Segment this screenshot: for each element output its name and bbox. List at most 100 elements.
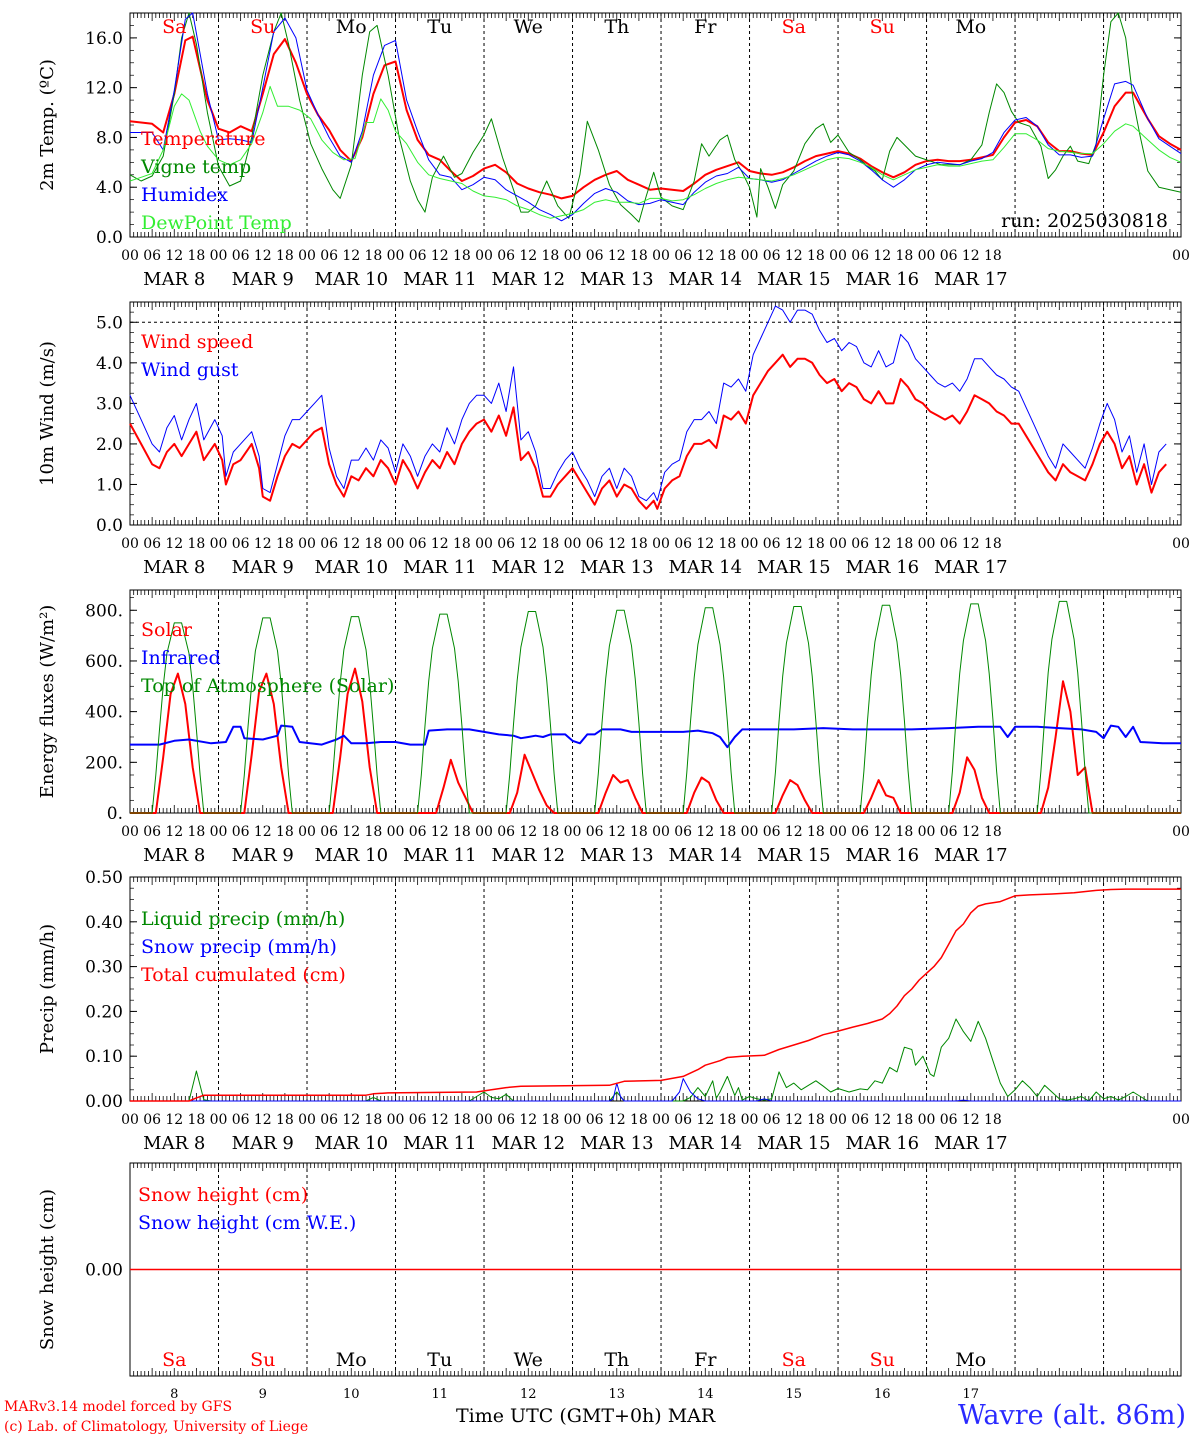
date-label: MAR 16 — [845, 269, 919, 290]
y-tick-label: 0.30 — [85, 958, 123, 978]
day-number: 15 — [786, 1387, 803, 1402]
hour-tick-label: 12 — [962, 1112, 980, 1128]
series-line-liquid-precip-mm-h — [130, 1018, 1181, 1102]
hour-tick-label: 00 — [652, 1112, 670, 1128]
hour-tick-label: 12 — [962, 824, 980, 840]
date-label: MAR 17 — [934, 1133, 1008, 1154]
lab-credit: (c) Lab. of Climatology, University of L… — [4, 1419, 309, 1435]
hour-tick-label: 18 — [541, 248, 559, 264]
day-name-bottom: Mo — [955, 1349, 986, 1371]
panel-3 — [129, 589, 1182, 814]
date-label: MAR 12 — [491, 1133, 565, 1154]
day-number: 16 — [874, 1387, 891, 1402]
hour-tick-label: 00 — [121, 536, 139, 552]
hour-tick-label: 18 — [364, 1112, 382, 1128]
day-name-top: Tu — [427, 16, 452, 38]
hour-tick-label: 12 — [254, 248, 272, 264]
legend-entry: Humidex — [141, 184, 228, 206]
hour-tick-label: 12 — [785, 824, 803, 840]
date-label: MAR 8 — [143, 269, 205, 290]
hour-tick-label: 18 — [630, 824, 648, 840]
hour-tick-label: 18 — [187, 1112, 205, 1128]
y-tick-label: 4.0 — [96, 354, 123, 374]
date-label: MAR 11 — [403, 269, 477, 290]
y-tick-label: 200. — [85, 753, 123, 773]
date-label: MAR 10 — [314, 557, 388, 578]
hour-tick-label: 18 — [896, 1112, 914, 1128]
hour-tick-label: 00 — [564, 248, 582, 264]
hour-tick-label: 18 — [984, 536, 1002, 552]
hour-tick-label: 00 — [652, 536, 670, 552]
y-tick-label: 800. — [85, 601, 123, 621]
hour-tick-label: 06 — [497, 536, 515, 552]
hour-tick-label: 06 — [586, 536, 604, 552]
hour-tick-label: 00 — [564, 824, 582, 840]
legend-entry: Solar — [141, 619, 193, 641]
hour-tick-label: 00 — [918, 824, 936, 840]
hour-tick-label: 18 — [276, 248, 294, 264]
series-line-humidex — [130, 12, 1182, 222]
day-name-bottom: Sa — [782, 1349, 806, 1371]
date-label: MAR 8 — [143, 557, 205, 578]
legend-entry: Wind gust — [141, 359, 239, 381]
hour-tick-label: 18 — [541, 1112, 559, 1128]
hour-tick-label: 18 — [718, 248, 736, 264]
hour-tick-label: 00 — [741, 536, 759, 552]
hour-tick-label: 06 — [851, 824, 869, 840]
date-label: MAR 13 — [580, 557, 654, 578]
legend-entry: Snow precip (mm/h) — [141, 936, 337, 958]
date-label: MAR 10 — [314, 269, 388, 290]
date-label: MAR 10 — [314, 1133, 388, 1154]
day-number: 12 — [520, 1387, 537, 1402]
hour-tick-label: 12 — [431, 248, 449, 264]
date-label: MAR 14 — [668, 269, 742, 290]
hour-tick-label: 12 — [608, 536, 626, 552]
hour-tick-label: 12 — [608, 1112, 626, 1128]
y-tick-label: 8.0 — [96, 128, 123, 148]
hour-tick-label: 18 — [453, 824, 471, 840]
hour-tick-label: 00 — [210, 248, 228, 264]
date-label: MAR 16 — [845, 845, 919, 866]
model-credit: MARv3.14 model forced by GFS — [4, 1399, 233, 1415]
hour-tick-label: 06 — [320, 536, 338, 552]
hour-tick-label: 12 — [431, 824, 449, 840]
hour-tick-label: 06 — [232, 536, 250, 552]
hour-tick-label: 06 — [143, 536, 161, 552]
date-label: MAR 9 — [232, 269, 294, 290]
hour-tick-label: 00 — [829, 536, 847, 552]
hour-tick-label: 00 — [210, 1112, 228, 1128]
hour-tick-label: 12 — [696, 536, 714, 552]
day-name-top: Sa — [782, 16, 806, 38]
day-name-top: Su — [870, 16, 895, 38]
y-tick-label: 600. — [85, 652, 123, 672]
hour-tick-label: 12 — [165, 824, 183, 840]
hour-tick-label: 06 — [586, 824, 604, 840]
hour-tick-label: 18 — [896, 824, 914, 840]
hour-tick-label: 00 — [918, 248, 936, 264]
hour-tick-label: 00 — [1172, 536, 1190, 552]
hour-tick-label: 06 — [409, 248, 427, 264]
hour-tick-label: 18 — [718, 824, 736, 840]
hour-tick-label: 12 — [165, 248, 183, 264]
date-label: MAR 16 — [845, 1133, 919, 1154]
hour-tick-label: 12 — [165, 1112, 183, 1128]
date-label: MAR 12 — [491, 845, 565, 866]
day-name-bottom: Sa — [162, 1349, 186, 1371]
hour-tick-label: 12 — [342, 536, 360, 552]
hour-tick-label: 18 — [541, 536, 559, 552]
hour-tick-label: 06 — [320, 1112, 338, 1128]
hour-tick-label: 18 — [276, 824, 294, 840]
hour-tick-label: 06 — [674, 824, 692, 840]
y-tick-label: 0.0 — [96, 516, 123, 536]
y-tick-label: 0.50 — [85, 868, 123, 888]
day-name-top: Fr — [694, 16, 717, 38]
series-line-top-of-atmosphere-solar — [130, 600, 1181, 814]
date-label: MAR 16 — [845, 557, 919, 578]
legend-entry: Top of Atmosphere (Solar) — [141, 675, 394, 697]
hour-tick-label: 12 — [519, 1112, 537, 1128]
legend-entry: Snow height (cm) — [138, 1184, 308, 1206]
x-axis-title: Time UTC (GMT+0h) MAR — [456, 1405, 716, 1427]
day-name-bottom: Tu — [427, 1349, 452, 1371]
hour-tick-label: 06 — [409, 1112, 427, 1128]
